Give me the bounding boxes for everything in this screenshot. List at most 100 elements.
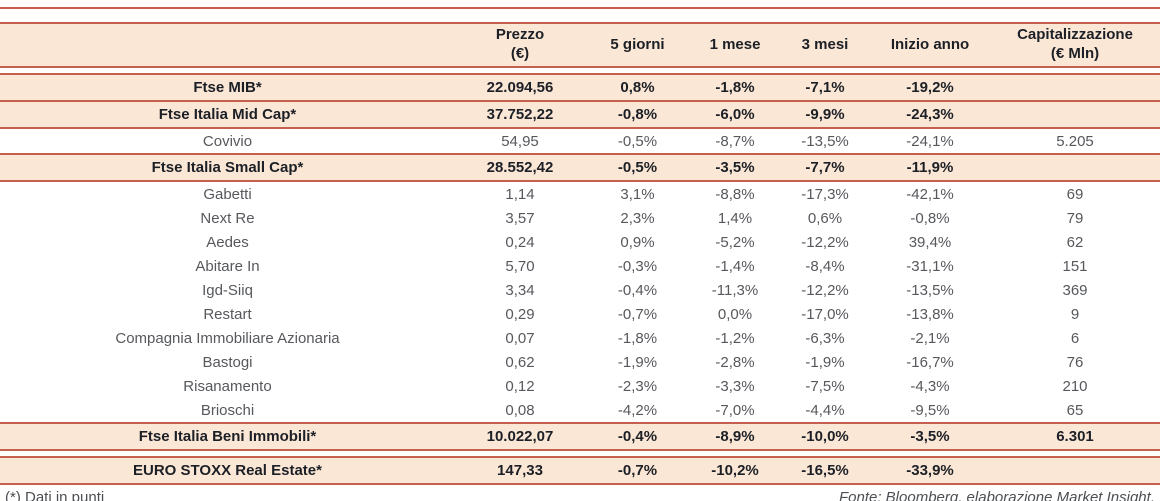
cell-5-giorni: -0,4%	[585, 278, 690, 302]
cell-prezzo: 0,07	[455, 326, 585, 350]
cell-3-mesi: -10,0%	[780, 422, 870, 451]
index-row: Ftse Italia Mid Cap* 37.752,22 -0,8% -6,0% -…	[0, 100, 1160, 129]
cell-1-mese: 1,4%	[690, 206, 780, 230]
cell-5-giorni: 0,8%	[585, 73, 690, 102]
cell-name: Aedes	[0, 230, 455, 254]
index-row: Ftse Italia Beni Immobili* 10.022,07 -0,4%…	[0, 422, 1160, 451]
cell-capitalizzazione: 69	[990, 181, 1160, 206]
cell-name: Gabetti	[0, 181, 455, 206]
header-1-mese: 1 mese	[690, 22, 780, 68]
cell-1-mese: 0,0%	[690, 302, 780, 326]
cell-inizio-anno: -13,5%	[870, 278, 990, 302]
cell-prezzo: 0,12	[455, 374, 585, 398]
cell-inizio-anno: -11,9%	[870, 153, 990, 182]
cell-inizio-anno: -31,1%	[870, 254, 990, 278]
cell-inizio-anno: -3,5%	[870, 422, 990, 451]
cell-capitalizzazione: 65	[990, 398, 1160, 423]
cell-3-mesi: -6,3%	[780, 326, 870, 350]
table-bottom: EURO STOXX Real Estate* 147,33 -0,7% -10,2%…	[0, 456, 1160, 485]
source-credit: Fonte: Bloomberg, elaborazione Market In…	[838, 489, 1155, 501]
cell-name: Brioschi	[0, 398, 455, 423]
cell-capitalizzazione: 6.301	[990, 422, 1160, 451]
cell-prezzo: 37.752,22	[455, 100, 585, 129]
cell-prezzo: 54,95	[455, 128, 585, 154]
cell-5-giorni: -0,4%	[585, 422, 690, 451]
cell-capitalizzazione	[990, 456, 1160, 485]
cell-inizio-anno: -9,5%	[870, 398, 990, 423]
cell-5-giorni: -0,8%	[585, 100, 690, 129]
cell-inizio-anno: 39,4%	[870, 230, 990, 254]
company-row: Restart 0,29 -0,7% 0,0% -17,0% -13,8% 9	[0, 302, 1160, 326]
cell-prezzo: 22.094,56	[455, 73, 585, 102]
company-row: Abitare In 5,70 -0,3% -1,4% -8,4% -31,1% 151	[0, 254, 1160, 278]
cell-inizio-anno: -13,8%	[870, 302, 990, 326]
cell-name: Ftse MIB*	[0, 73, 455, 102]
cell-inizio-anno: -24,1%	[870, 128, 990, 154]
cell-capitalizzazione: 151	[990, 254, 1160, 278]
cell-name: Covivio	[0, 128, 455, 154]
cell-3-mesi: -12,2%	[780, 230, 870, 254]
cell-inizio-anno: -2,1%	[870, 326, 990, 350]
cell-prezzo: 3,57	[455, 206, 585, 230]
cell-3-mesi: -7,7%	[780, 153, 870, 182]
cell-1-mese: -1,2%	[690, 326, 780, 350]
cell-capitalizzazione: 369	[990, 278, 1160, 302]
cell-name: Compagnia Immobiliare Azionaria	[0, 326, 455, 350]
company-row: Igd-Siiq 3,34 -0,4% -11,3% -12,2% -13,5% 369	[0, 278, 1160, 302]
cell-1-mese: -11,3%	[690, 278, 780, 302]
cell-name: Risanamento	[0, 374, 455, 398]
company-row: Next Re 3,57 2,3% 1,4% 0,6% -0,8% 79	[0, 206, 1160, 230]
cell-capitalizzazione: 210	[990, 374, 1160, 398]
cell-3-mesi: 0,6%	[780, 206, 870, 230]
cell-3-mesi: -1,9%	[780, 350, 870, 374]
cell-prezzo: 147,33	[455, 456, 585, 485]
cell-5-giorni: -0,7%	[585, 456, 690, 485]
cell-prezzo: 28.552,42	[455, 153, 585, 182]
cell-name: EURO STOXX Real Estate*	[0, 456, 455, 485]
cell-capitalizzazione: 6	[990, 326, 1160, 350]
cell-name: Ftse Italia Small Cap*	[0, 153, 455, 182]
cell-prezzo: 0,62	[455, 350, 585, 374]
header-name	[0, 22, 455, 68]
cell-prezzo: 3,34	[455, 278, 585, 302]
header-capitalizzazione: Capitalizzazione (€ Mln)	[990, 22, 1160, 68]
cell-1-mese: -1,4%	[690, 254, 780, 278]
cell-3-mesi: -9,9%	[780, 100, 870, 129]
cell-1-mese: -3,3%	[690, 374, 780, 398]
cell-name: Bastogi	[0, 350, 455, 374]
cell-5-giorni: -0,5%	[585, 153, 690, 182]
cell-capitalizzazione: 9	[990, 302, 1160, 326]
cell-prezzo: 0,24	[455, 230, 585, 254]
cell-name: Igd-Siiq	[0, 278, 455, 302]
cell-capitalizzazione: 62	[990, 230, 1160, 254]
cell-inizio-anno: -19,2%	[870, 73, 990, 102]
cell-1-mese: -7,0%	[690, 398, 780, 423]
cell-name: Next Re	[0, 206, 455, 230]
top-divider	[0, 7, 1160, 9]
cell-name: Ftse Italia Mid Cap*	[0, 100, 455, 129]
company-row: Bastogi 0,62 -1,9% -2,8% -1,9% -16,7% 76	[0, 350, 1160, 374]
cell-1-mese: -8,7%	[690, 128, 780, 154]
cell-capitalizzazione	[990, 100, 1160, 129]
cell-inizio-anno: -0,8%	[870, 206, 990, 230]
index-row: Ftse MIB* 22.094,56 0,8% -1,8% -7,1% -19,2%	[0, 73, 1160, 102]
cell-1-mese: -2,8%	[690, 350, 780, 374]
cell-1-mese: -10,2%	[690, 456, 780, 485]
cell-5-giorni: -1,8%	[585, 326, 690, 350]
cell-1-mese: -6,0%	[690, 100, 780, 129]
cell-capitalizzazione	[990, 73, 1160, 102]
cell-5-giorni: 0,9%	[585, 230, 690, 254]
cell-3-mesi: -8,4%	[780, 254, 870, 278]
cell-5-giorni: -0,7%	[585, 302, 690, 326]
cell-capitalizzazione: 79	[990, 206, 1160, 230]
cell-capitalizzazione: 5.205	[990, 128, 1160, 154]
cell-inizio-anno: -16,7%	[870, 350, 990, 374]
cell-inizio-anno: -24,3%	[870, 100, 990, 129]
cell-5-giorni: -0,3%	[585, 254, 690, 278]
cell-prezzo: 5,70	[455, 254, 585, 278]
header-5-giorni: 5 giorni	[585, 22, 690, 68]
cell-3-mesi: -4,4%	[780, 398, 870, 423]
cell-name: Restart	[0, 302, 455, 326]
cell-1-mese: -8,8%	[690, 181, 780, 206]
cell-prezzo: 1,14	[455, 181, 585, 206]
